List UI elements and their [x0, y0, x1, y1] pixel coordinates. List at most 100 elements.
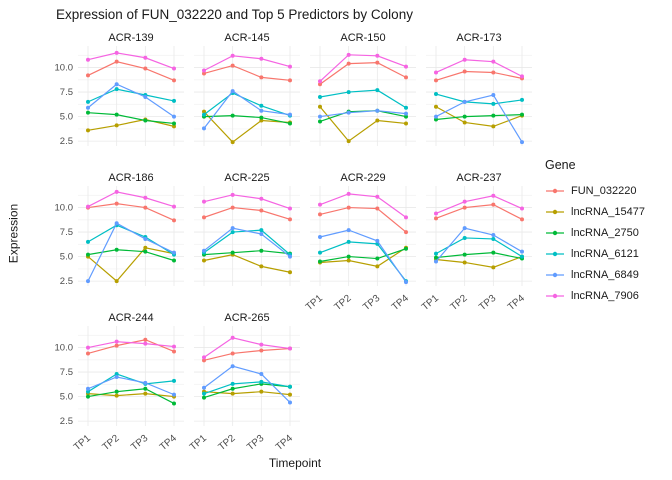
data-point	[434, 78, 438, 83]
facet-strip-label: ACR-265	[224, 312, 270, 324]
data-point	[462, 69, 467, 74]
data-point	[114, 221, 119, 226]
data-point	[491, 93, 496, 98]
series-line-lncrna_6849	[435, 227, 523, 262]
series-line-lncrna_6849	[203, 365, 291, 403]
series-line-lncrna_6849	[435, 94, 523, 143]
x-tick-label: TP4	[506, 293, 527, 313]
facet-acr-244: ACR-244 2.5 5.0 7.5 10.0 TP1 TP2 TP3 TP4	[52, 310, 184, 453]
legend-item-label: lncRNA_2750	[571, 226, 639, 239]
legend-key-icon	[546, 272, 564, 277]
facet-acr-265: ACR-265 TP1 TP2 TP3 TP4	[188, 310, 300, 453]
facet-acr-229: ACR-229 TP1 TP2 TP3 TP4	[304, 170, 416, 313]
data-point	[462, 252, 467, 257]
data-point	[143, 341, 148, 346]
y-tick-label: 2.5	[60, 416, 73, 427]
facet-plot: TP1 TP2 TP3 TP4	[304, 186, 416, 313]
series-line-lncrna_15477	[203, 254, 291, 273]
facet-strip-label: ACR-173	[456, 32, 502, 44]
data-point	[288, 400, 292, 405]
y-tick-label: 5.0	[60, 252, 73, 263]
legend-item-label: lncRNA_15477	[571, 205, 645, 218]
data-point	[520, 140, 524, 145]
legend-key-icon	[546, 188, 564, 193]
data-point	[346, 61, 351, 66]
y-tick-label: 10.0	[55, 343, 74, 354]
facet-strip-label: ACR-139	[108, 32, 154, 44]
data-point	[230, 335, 235, 340]
x-tick-label: TP3	[477, 293, 498, 313]
data-point	[143, 391, 148, 396]
series-line-lncrna_2750	[203, 115, 291, 125]
series-line-lncrna_7906	[87, 341, 175, 349]
data-point	[143, 249, 148, 254]
data-point	[172, 378, 176, 383]
data-point	[318, 82, 322, 87]
data-point	[143, 55, 148, 60]
data-point	[86, 239, 90, 244]
x-tick-label: TP2	[332, 293, 353, 313]
data-point	[462, 114, 467, 119]
series-line-fun_032220	[203, 64, 291, 81]
y-tick-label: 7.5	[60, 87, 73, 98]
data-point	[259, 56, 264, 61]
data-point	[202, 68, 206, 73]
legend-item-fun_032220: FUN_032220	[545, 180, 670, 201]
data-point	[288, 346, 292, 351]
data-point	[462, 260, 467, 265]
data-point	[346, 191, 351, 196]
series-line-lncrna_15477	[203, 111, 291, 143]
facet-acr-186: ACR-186 2.5 5.0 7.5 10.0	[52, 170, 184, 310]
series-line-lncrna_6121	[203, 92, 291, 117]
data-point	[375, 206, 380, 211]
data-point	[230, 140, 235, 145]
series-line-lncrna_6849	[203, 90, 291, 129]
data-point	[143, 245, 148, 250]
series-line-lncrna_6121	[435, 237, 523, 258]
data-point	[520, 112, 524, 117]
data-point	[259, 389, 264, 394]
data-point	[86, 73, 90, 78]
series-line-fun_032220	[87, 203, 175, 221]
data-point	[143, 380, 148, 385]
data-point	[230, 205, 235, 210]
data-point	[86, 57, 90, 62]
data-point	[259, 264, 264, 269]
facet-plot: 2.5 5.0 7.5 10.0	[55, 186, 184, 287]
data-point	[520, 97, 524, 102]
series-line-lncrna_2750	[87, 388, 175, 404]
data-point	[520, 217, 524, 222]
data-point	[114, 82, 119, 87]
data-point	[404, 280, 408, 285]
y-tick-label: 7.5	[60, 367, 73, 378]
data-point	[86, 351, 90, 356]
data-point	[114, 201, 119, 206]
series-line-lncrna_2750	[87, 112, 175, 125]
data-point	[114, 189, 119, 194]
data-point	[404, 105, 408, 110]
data-point	[462, 235, 467, 240]
data-point	[259, 75, 264, 80]
series-line-lncrna_7906	[203, 55, 291, 72]
facet-strip-label: ACR-150	[340, 32, 386, 44]
data-point	[230, 381, 235, 386]
series-line-lncrna_6849	[87, 376, 175, 396]
series-line-lncrna_7906	[435, 195, 523, 215]
data-point	[114, 247, 119, 252]
series-line-lncrna_7906	[87, 52, 175, 70]
data-point	[288, 392, 292, 397]
data-point	[86, 394, 90, 399]
series-line-lncrna_2750	[319, 248, 407, 263]
facet-acr-145: ACR-145	[194, 30, 300, 170]
series-line-lncrna_6121	[319, 89, 407, 109]
data-point	[172, 250, 176, 255]
series-line-lncrna_7906	[87, 191, 175, 208]
data-point	[434, 114, 438, 119]
facet-strip-label: ACR-186	[108, 172, 154, 184]
x-tick-label: TP4	[390, 293, 411, 313]
facet-plot: 2.5 5.0 7.5 10.0 TP1 TP2 TP3 TP4	[55, 326, 184, 453]
legend-item-lncrna_7906: lncRNA_7906	[545, 285, 670, 306]
series-line-lncrna_6849	[203, 227, 291, 258]
data-point	[520, 74, 524, 79]
